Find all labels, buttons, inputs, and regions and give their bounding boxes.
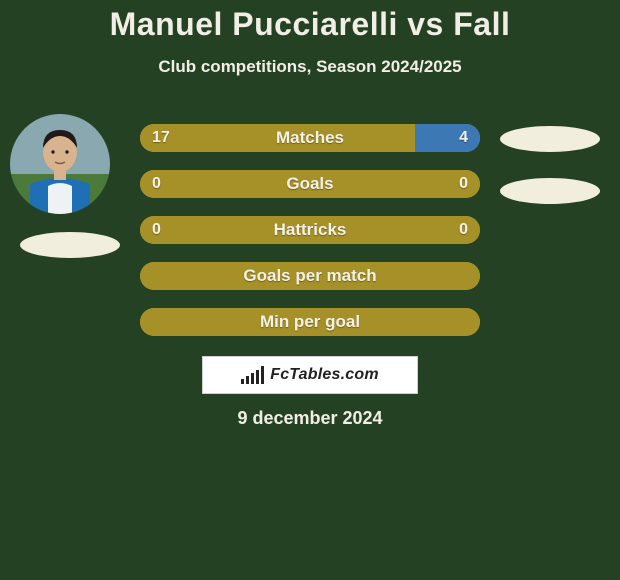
placeholder-oval-right-2 <box>500 178 600 204</box>
date-text: 9 december 2024 <box>0 408 620 429</box>
placeholder-oval-left <box>20 232 120 258</box>
logo-text: FcTables.com <box>270 366 379 384</box>
player-avatar-left <box>10 114 110 214</box>
stat-bar-track <box>140 262 480 290</box>
stat-bar-right-segment <box>415 124 480 152</box>
stats-panel: 17 Matches 4 0 Goals 0 0 Hattricks 0 Goa… <box>140 124 480 354</box>
stat-bar-track <box>140 308 480 336</box>
subtitle: Club competitions, Season 2024/2025 <box>0 57 620 77</box>
page-title: Manuel Pucciarelli vs Fall <box>0 0 620 43</box>
stat-row-min-per-goal: Min per goal <box>140 308 480 336</box>
stat-row-matches: 17 Matches 4 <box>140 124 480 152</box>
stat-row-hattricks: 0 Hattricks 0 <box>140 216 480 244</box>
stat-bar-track <box>140 216 480 244</box>
stat-bar-track <box>140 170 480 198</box>
stat-row-goals-per-match: Goals per match <box>140 262 480 290</box>
avatar-illustration <box>10 114 110 214</box>
placeholder-oval-right-1 <box>500 126 600 152</box>
stat-row-goals: 0 Goals 0 <box>140 170 480 198</box>
fctables-logo-box: FcTables.com <box>202 356 418 394</box>
logo-bars-icon <box>241 366 264 384</box>
